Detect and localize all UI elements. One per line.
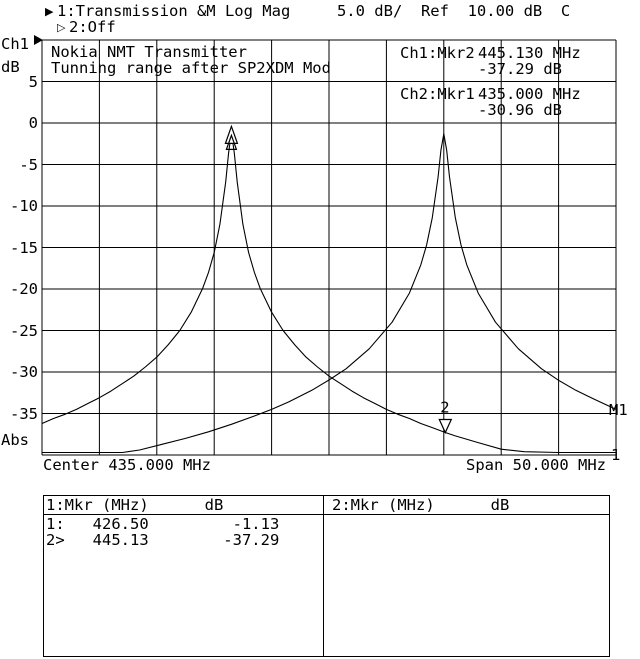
- readout-ch2-marker-name: Ch2:Mkr1: [400, 85, 475, 103]
- y-axis-label: -5: [19, 155, 38, 174]
- marker-table-divider: [323, 496, 324, 656]
- marker-table-ch2-header: 2:Mkr (MHz) dB: [332, 496, 510, 514]
- marker-2-number-label: 2: [440, 399, 449, 417]
- trace-edge-label-m1: M1: [609, 401, 628, 419]
- reference-level-icon: [34, 35, 43, 45]
- y-axis-label: 0: [28, 114, 38, 132]
- marker-2-down-triangle-icon: [438, 418, 453, 434]
- y-axis-label: -35: [10, 404, 38, 423]
- center-frequency-label: Center 435.000 MHz: [43, 456, 211, 474]
- readout-ch2-marker-level: -30.96 dB: [478, 101, 562, 119]
- marker-table: 1:Mkr (MHz) dB 2:Mkr (MHz) dB 1: 426.50 …: [43, 495, 610, 657]
- y-axis-label: -25: [10, 321, 38, 340]
- trace-number-label: 1: [611, 446, 621, 464]
- marker-table-row: 1: 426.50 -1.13: [46, 515, 280, 533]
- readout-ch1-marker-name: Ch1:Mkr2: [400, 44, 475, 62]
- inactive-channel-marker-icon: ▷: [57, 21, 66, 34]
- y-axis-label: -30: [10, 363, 38, 381]
- ch1-status-line[interactable]: 1:Transmission &M Log Mag 5.0 dB/ Ref 10…: [57, 2, 571, 20]
- y-axis-label: -15: [10, 238, 38, 257]
- trace-ch1: [41, 131, 616, 454]
- y-axis-unit-label: dB: [1, 58, 20, 76]
- y-axis-channel-label: Ch1: [1, 35, 29, 53]
- y-axis-label: -10: [10, 197, 38, 215]
- y-axis-abs-label: Abs: [1, 431, 29, 449]
- active-channel-marker-icon: ▶: [45, 5, 54, 18]
- readout-ch1-marker-freq: 445.130 MHz: [478, 44, 581, 62]
- y-axis-label: 5: [28, 72, 38, 91]
- marker-1-up-triangle-icon: [225, 133, 238, 150]
- marker-table-row: 2> 445.13 -37.29: [46, 531, 280, 549]
- readout-ch1-marker-level: -37.29 dB: [478, 60, 562, 78]
- y-axis-label: -20: [10, 280, 38, 298]
- display-title-line1: Nokia NMT Transmitter: [51, 43, 247, 61]
- marker-table-header-line: [44, 514, 609, 515]
- ch2-status-line[interactable]: 2:Off: [69, 18, 116, 36]
- marker-table-ch1-header: 1:Mkr (MHz) dB: [46, 496, 224, 514]
- trace-ch2: [42, 133, 617, 454]
- display-title-line2: Tunning range after SP2XDM Mod: [51, 59, 331, 77]
- span-frequency-label: Span 50.000 MHz: [466, 456, 606, 474]
- readout-ch2-marker-freq: 435.000 MHz: [478, 85, 581, 103]
